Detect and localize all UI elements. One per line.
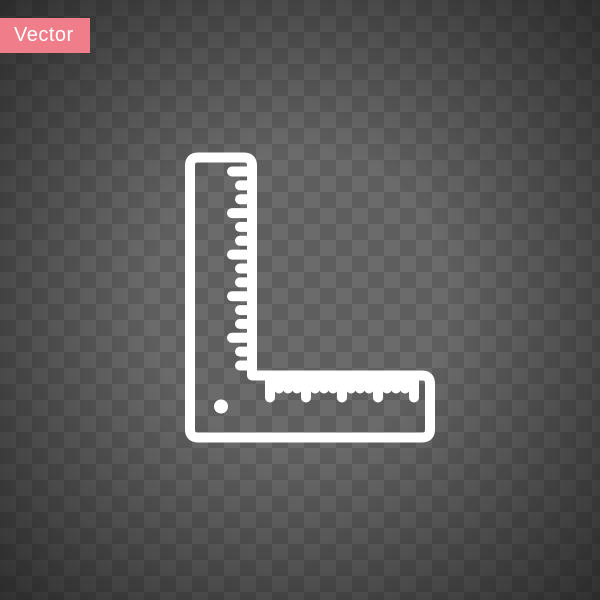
stage: Vector [0,0,600,600]
vector-badge: Vector [0,18,90,53]
vector-badge-label: Vector [14,24,74,46]
corner-ruler-icon [150,148,450,453]
